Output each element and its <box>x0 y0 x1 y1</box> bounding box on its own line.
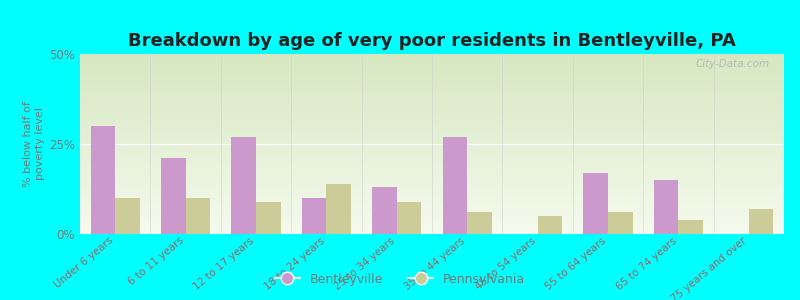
Bar <box>256 202 281 234</box>
Bar <box>467 212 492 234</box>
Bar <box>186 198 210 234</box>
Bar <box>654 180 678 234</box>
Bar <box>608 212 633 234</box>
Bar <box>90 126 115 234</box>
Bar <box>302 198 326 234</box>
Bar <box>397 202 422 234</box>
Bar <box>161 158 186 234</box>
Bar <box>115 198 140 234</box>
Bar <box>538 216 562 234</box>
Bar <box>749 209 774 234</box>
Bar <box>372 187 397 234</box>
Title: Breakdown by age of very poor residents in Bentleyville, PA: Breakdown by age of very poor residents … <box>128 32 736 50</box>
Y-axis label: % below half of
poverty level: % below half of poverty level <box>23 101 45 187</box>
Bar <box>326 184 351 234</box>
Text: City-Data.com: City-Data.com <box>696 59 770 69</box>
Bar <box>583 173 608 234</box>
Bar <box>442 137 467 234</box>
Bar <box>231 137 256 234</box>
Legend: Bentleyville, Pennsylvania: Bentleyville, Pennsylvania <box>270 268 530 291</box>
Bar <box>678 220 703 234</box>
